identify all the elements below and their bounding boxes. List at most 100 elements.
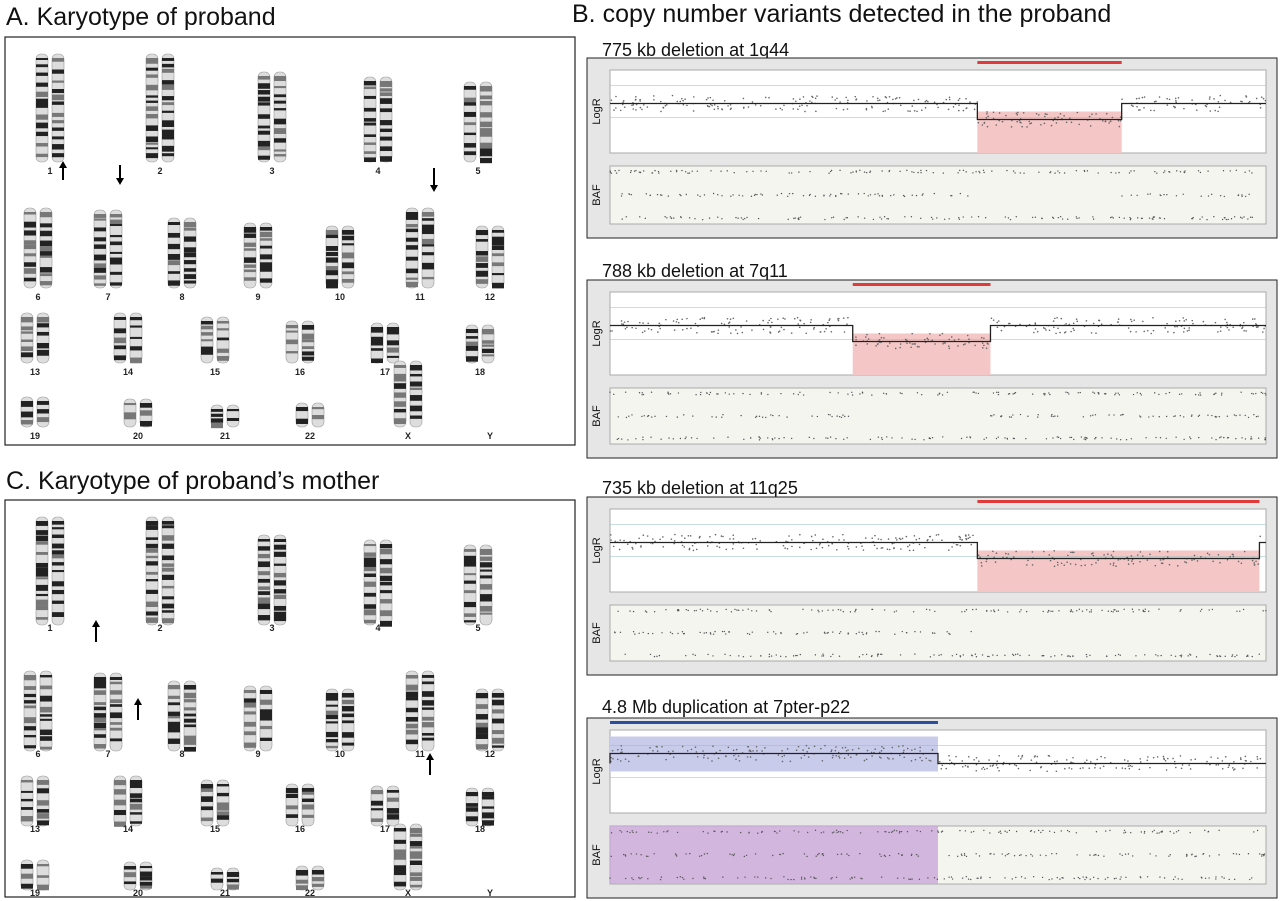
baf-point [726,831,728,833]
logr-point [1099,767,1102,769]
baf-point [1251,438,1253,440]
chromosome-band [244,731,256,736]
baf-point [1206,218,1208,221]
logr-point [1226,326,1229,329]
baf-point [631,877,633,879]
baf-point [876,655,879,657]
baf-point [739,831,742,834]
chromosome-band [162,535,174,541]
logr-point [1243,329,1245,332]
chromosome-band [140,410,152,416]
logr-point [660,110,662,113]
logr-point [1219,561,1221,564]
chromosome-band [326,704,338,707]
logr-point [738,759,741,762]
chromosome-band [40,212,52,218]
baf-point [962,654,964,656]
chromosome-band [464,549,476,552]
baf-point [696,170,699,172]
logr-point [713,104,716,106]
chromosome-band [260,725,272,730]
chromosome-band [302,333,314,340]
logr-point [828,319,831,322]
baf-point [748,633,751,636]
logr-point [617,748,619,751]
logr-point [958,97,961,100]
logr-point [1042,327,1045,329]
baf-point [642,631,644,634]
logr-point [1119,119,1122,122]
baf-point [695,394,697,396]
logr-point [1248,100,1251,103]
axis-label: BAF [591,622,603,644]
chromosome-band [394,408,406,413]
logr-point [1107,553,1109,556]
chromosome-band [326,283,338,289]
baf-point [880,855,882,858]
baf-point [1012,393,1014,395]
baf-point [1114,654,1117,657]
baf-point [1174,415,1176,417]
baf-point [839,169,841,172]
baf-point [754,853,757,855]
logr-point [914,343,917,345]
baf-point [1265,610,1267,612]
baf-point [796,633,799,635]
chromosome-band [52,153,64,158]
logr-point [886,756,889,759]
chromosome-band [146,84,158,91]
baf-point [795,633,798,635]
logr-point [947,345,950,347]
baf-point [656,655,658,658]
baf-point [1211,437,1213,439]
baf-point [1190,415,1193,417]
logr-point [623,106,626,108]
baf-point [1130,217,1132,220]
logr-point [1240,562,1243,565]
baf-point [1173,832,1175,834]
baf-point [797,831,800,833]
chromosome-label: 4 [375,166,380,176]
baf-point [1025,438,1027,440]
logr-point [855,99,857,101]
logr-point [1075,318,1078,320]
baf-point [746,216,748,219]
logr-point [654,540,656,543]
baf-point [1218,655,1221,657]
baf-point [862,653,864,656]
baf-point [1200,608,1203,611]
baf-point [1084,437,1087,439]
logr-point [771,321,773,324]
logr-point [900,548,902,550]
baf-point [1236,654,1238,656]
chromosome-band [476,693,488,699]
logr-point [1264,99,1267,102]
baf-point [802,608,804,611]
logr-point [1036,755,1039,758]
baf-point [882,392,885,395]
baf-point [963,852,966,855]
logr-point [927,338,930,341]
logr-point [634,99,637,101]
baf-point [1139,392,1142,395]
baf-point [829,436,832,438]
chromosome-band [110,727,122,731]
logr-point [675,320,678,323]
chromosome-band [260,714,272,721]
baf-point [980,876,982,878]
logr-point [995,124,998,126]
baf-point [797,218,799,220]
baf-point [1135,655,1137,657]
logr-point [834,99,836,101]
chromosome-band [476,727,488,734]
logr-point [1088,115,1091,118]
baf-point [1231,654,1234,656]
baf-point [650,436,652,438]
baf-point [643,415,645,417]
baf-point [1049,393,1051,396]
baf-point [871,608,874,611]
chromosome-band [274,539,286,543]
logr-point [1131,560,1133,562]
baf-point [880,876,883,878]
chromosome-band [406,237,418,242]
